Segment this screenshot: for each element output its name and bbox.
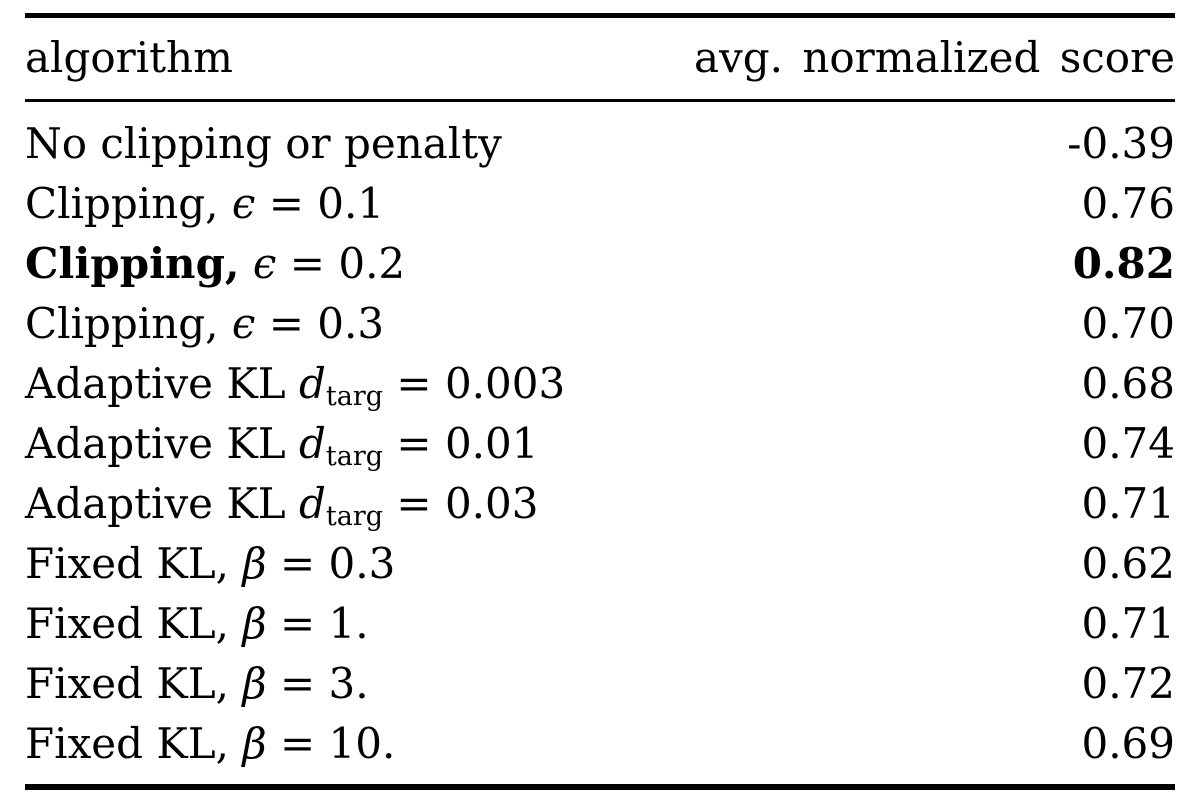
table-row: Fixed KL, β = 10. 0.69 [25, 714, 1175, 787]
score-cell: 0.74 [1081, 419, 1175, 468]
header-row: algorithm avg. normalized score [25, 15, 1175, 102]
table-row: Clipping, ϵ = 0.3 0.70 [25, 294, 1175, 354]
score-cell: 0.62 [1081, 539, 1175, 588]
math-subscript: targ [325, 441, 384, 472]
algorithm-cell: Adaptive KL dtarg = 0.03 [25, 474, 633, 534]
results-table-container: algorithm avg. normalized score No clipp… [25, 13, 1175, 790]
algorithm-text: Clipping, [25, 299, 219, 348]
math-variable: d [299, 479, 326, 528]
algorithm-cell: Adaptive KL dtarg = 0.003 [25, 354, 633, 414]
table-row: Adaptive KL dtarg = 0.01 0.74 [25, 414, 1175, 474]
algorithm-text: No clipping or penalty [25, 119, 502, 168]
algorithm-cell: Clipping, ϵ = 0.2 [25, 234, 633, 294]
algorithm-cell: Fixed KL, β = 3. [25, 654, 633, 714]
table-row: Fixed KL, β = 0.3 0.62 [25, 534, 1175, 594]
table-header: algorithm avg. normalized score [25, 15, 1175, 102]
score-cell: 0.69 [1081, 719, 1175, 768]
math-equation: = 0.03 [383, 479, 539, 528]
results-table: algorithm avg. normalized score No clipp… [25, 13, 1175, 790]
algorithm-text: Fixed KL, [25, 539, 229, 588]
math-equation: = 0.1 [255, 179, 385, 228]
math-equation: = 0.3 [255, 299, 385, 348]
score-cell: 0.71 [1081, 479, 1175, 528]
score-cell: 0.68 [1081, 359, 1175, 408]
algorithm-text: Adaptive KL [25, 479, 286, 528]
score-cell: 0.82 [1072, 239, 1175, 288]
math-variable: β [242, 539, 267, 588]
score-cell: 0.70 [1081, 299, 1175, 348]
table-row: Adaptive KL dtarg = 0.03 0.71 [25, 474, 1175, 534]
math-equation: = 0.3 [266, 539, 396, 588]
math-variable: ϵ [231, 299, 256, 348]
math-subscript: targ [325, 381, 384, 412]
math-equation: = 1. [266, 599, 369, 648]
math-variable: β [242, 599, 267, 648]
algorithm-text: Adaptive KL [25, 359, 286, 408]
math-equation: = 10. [266, 719, 396, 768]
math-subscript: targ [325, 501, 384, 532]
algorithm-cell: Fixed KL, β = 0.3 [25, 534, 633, 594]
algorithm-text: Fixed KL, [25, 719, 229, 768]
table-row: Fixed KL, β = 1. 0.71 [25, 594, 1175, 654]
column-header-score: avg. normalized score [633, 15, 1175, 102]
algorithm-text: Adaptive KL [25, 419, 286, 468]
table-row: Clipping, ϵ = 0.1 0.76 [25, 174, 1175, 234]
math-equation: = 3. [266, 659, 369, 708]
algorithm-cell: Clipping, ϵ = 0.1 [25, 174, 633, 234]
math-variable: β [242, 659, 267, 708]
algorithm-cell: Clipping, ϵ = 0.3 [25, 294, 633, 354]
table-row: Fixed KL, β = 3. 0.72 [25, 654, 1175, 714]
algorithm-cell: Adaptive KL dtarg = 0.01 [25, 414, 633, 474]
algorithm-cell: Fixed KL, β = 1. [25, 594, 633, 654]
score-cell: 0.76 [1081, 179, 1175, 228]
math-variable: β [242, 719, 267, 768]
table-row: Adaptive KL dtarg = 0.003 0.68 [25, 354, 1175, 414]
score-cell: 0.71 [1081, 599, 1175, 648]
algorithm-text: Clipping, [25, 239, 240, 288]
math-variable: ϵ [231, 179, 256, 228]
score-cell: 0.72 [1081, 659, 1175, 708]
table-row: No clipping or penalty -0.39 [25, 101, 1175, 175]
math-variable: ϵ [252, 239, 277, 288]
algorithm-cell: Fixed KL, β = 10. [25, 714, 633, 787]
algorithm-text: Fixed KL, [25, 659, 229, 708]
math-variable: d [299, 359, 326, 408]
algorithm-text: Fixed KL, [25, 599, 229, 648]
algorithm-text: Clipping, [25, 179, 219, 228]
table-body: No clipping or penalty -0.39 Clipping, ϵ =… [25, 101, 1175, 788]
math-equation: = 0.01 [383, 419, 539, 468]
math-variable: d [299, 419, 326, 468]
math-equation: = 0.2 [276, 239, 406, 288]
column-header-algorithm: algorithm [25, 15, 634, 102]
table-row: Clipping, ϵ = 0.2 0.82 [25, 234, 1175, 294]
algorithm-cell: No clipping or penalty [25, 101, 633, 175]
score-cell: -0.39 [1067, 119, 1175, 168]
math-equation: = 0.003 [383, 359, 566, 408]
